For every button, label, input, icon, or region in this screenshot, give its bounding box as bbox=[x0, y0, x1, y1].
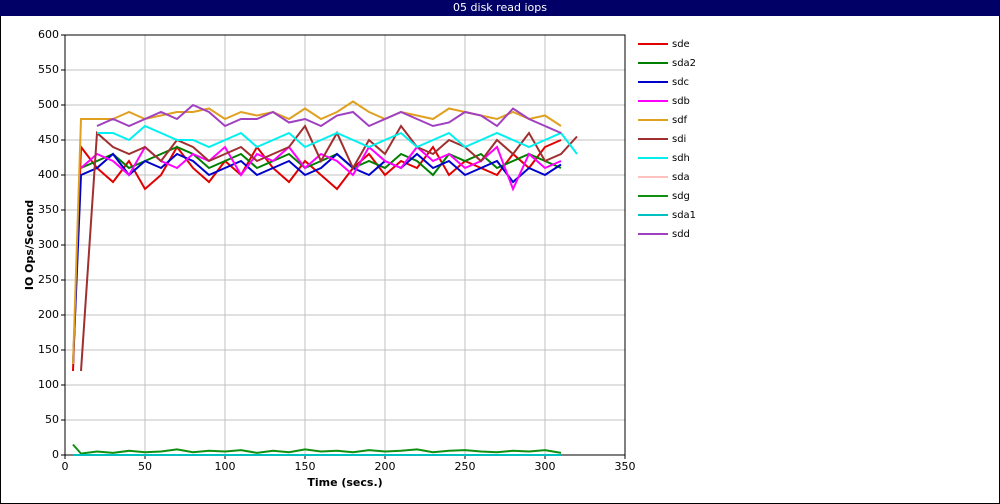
series-line bbox=[97, 124, 578, 155]
legend-label: sda2 bbox=[672, 58, 696, 69]
x-tick-label: 50 bbox=[138, 460, 152, 473]
series-line bbox=[72, 443, 562, 455]
y-tick-label: 100 bbox=[38, 378, 59, 391]
legend-label: sdc bbox=[672, 77, 689, 88]
y-tick-label: 250 bbox=[38, 273, 59, 286]
y-axis-label: IO Ops/Second bbox=[23, 200, 36, 290]
y-tick-label: 350 bbox=[38, 203, 59, 216]
series-line bbox=[72, 139, 562, 372]
y-tick-label: 0 bbox=[52, 448, 59, 461]
y-tick-label: 300 bbox=[38, 238, 59, 251]
x-tick-label: 200 bbox=[375, 460, 396, 473]
series-line bbox=[72, 152, 562, 365]
series-line bbox=[80, 124, 578, 372]
x-axis-label: Time (secs.) bbox=[307, 476, 382, 489]
series-line bbox=[96, 103, 562, 134]
legend-label: sdb bbox=[672, 96, 690, 107]
legend-label: sdi bbox=[672, 134, 686, 145]
x-tick-label: 300 bbox=[535, 460, 556, 473]
legend-label: sdg bbox=[672, 191, 690, 202]
y-tick-label: 600 bbox=[38, 28, 59, 41]
legend-label: sdh bbox=[672, 153, 690, 164]
x-tick-label: 350 bbox=[615, 460, 636, 473]
legend-label: sda1 bbox=[672, 210, 696, 221]
y-tick-label: 450 bbox=[38, 133, 59, 146]
x-tick-label: 0 bbox=[62, 460, 69, 473]
y-tick-label: 200 bbox=[38, 308, 59, 321]
legend-label: sda bbox=[672, 172, 690, 183]
title-bar bbox=[0, 0, 1000, 16]
y-tick-label: 500 bbox=[38, 98, 59, 111]
legend-label: sdf bbox=[672, 115, 688, 126]
y-tick-label: 50 bbox=[45, 413, 59, 426]
y-tick-label: 150 bbox=[38, 343, 59, 356]
y-tick-label: 400 bbox=[38, 168, 59, 181]
legend-label: sde bbox=[672, 39, 690, 50]
x-tick-label: 250 bbox=[455, 460, 476, 473]
x-tick-label: 150 bbox=[295, 460, 316, 473]
chart-title: 05 disk read iops bbox=[453, 1, 547, 14]
legend-label: sdd bbox=[672, 229, 690, 240]
x-tick-label: 100 bbox=[215, 460, 236, 473]
y-tick-label: 550 bbox=[38, 63, 59, 76]
